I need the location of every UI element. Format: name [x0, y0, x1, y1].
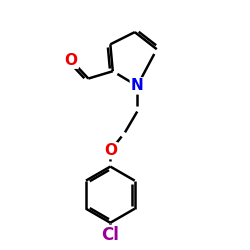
Text: O: O — [65, 53, 78, 68]
Text: O: O — [104, 143, 117, 158]
Text: N: N — [131, 78, 143, 94]
Text: Cl: Cl — [102, 226, 119, 244]
